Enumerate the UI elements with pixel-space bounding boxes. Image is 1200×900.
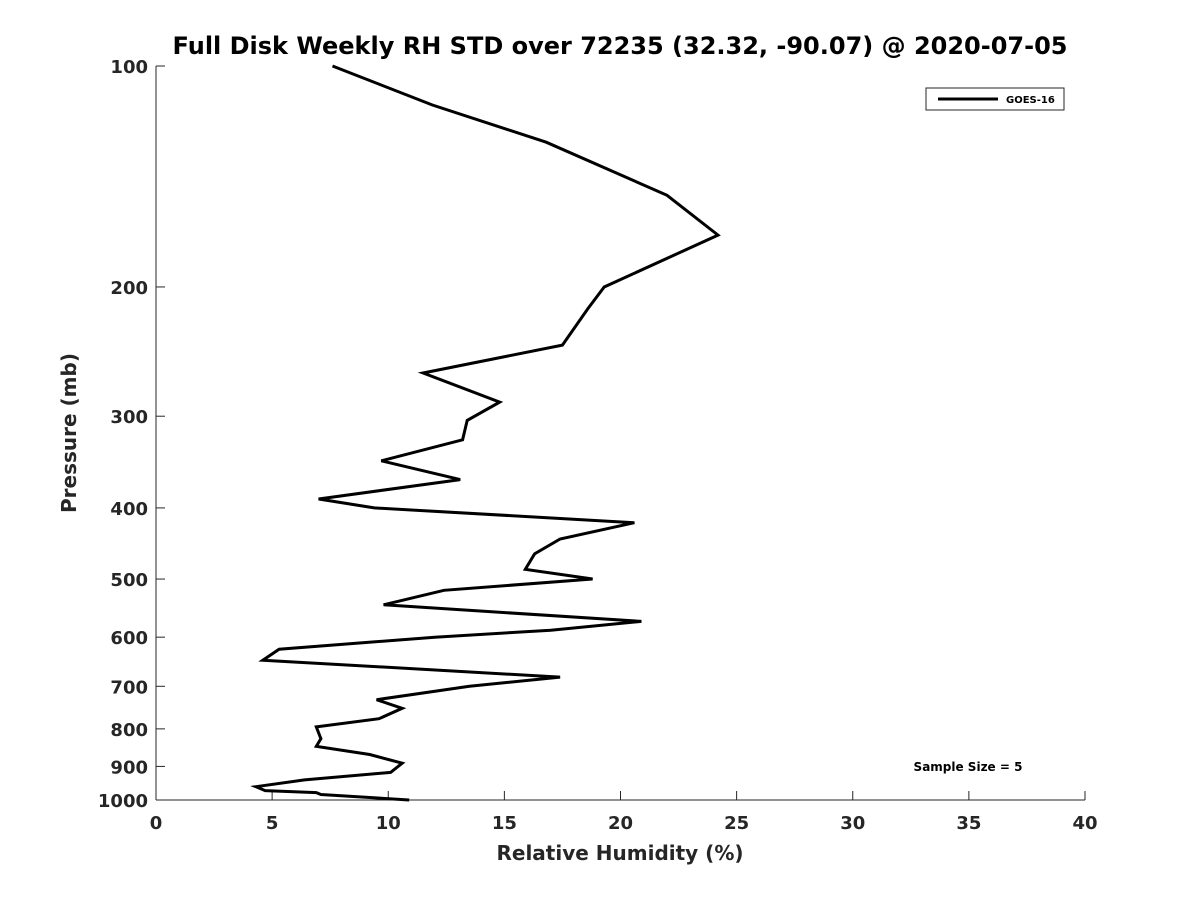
x-tick-label: 5 [266,813,279,834]
sample-size-annotation: Sample Size = 5 [914,760,1023,774]
x-tick-label: 30 [840,813,865,834]
y-tick-label: 300 [110,407,148,428]
y-tick-label: 400 [110,499,148,520]
y-tick-label: 1000 [98,791,148,812]
x-tick-label: 35 [956,813,981,834]
y-tick-label: 500 [110,570,148,591]
y-tick-label: 900 [110,757,148,778]
y-tick-label: 100 [110,57,148,78]
x-tick-label: 20 [608,813,633,834]
x-tick-label: 25 [724,813,749,834]
legend-entry-goes-16: GOES-16 [1006,95,1055,106]
x-tick-label: 10 [376,813,401,834]
x-axis-label: Relative Humidity (%) [496,841,743,865]
series-line-goes-16 [250,64,721,802]
y-tick-label: 800 [110,720,148,741]
y-tick-label: 600 [110,628,148,649]
chart-title: Full Disk Weekly RH STD over 72235 (32.3… [173,32,1068,60]
x-ticks: 0 5 10 15 20 25 30 35 40 [150,791,1098,834]
y-tick-label: 700 [110,677,148,698]
legend: GOES-16 [925,87,1065,111]
x-tick-label: 0 [150,813,163,834]
x-tick-label: 15 [492,813,517,834]
y-tick-label: 200 [110,278,148,299]
x-tick-label: 40 [1072,813,1097,834]
y-ticks: 100 200 300 400 500 600 700 800 900 1000 [98,57,165,812]
y-axis-label: Pressure (mb) [57,353,81,513]
